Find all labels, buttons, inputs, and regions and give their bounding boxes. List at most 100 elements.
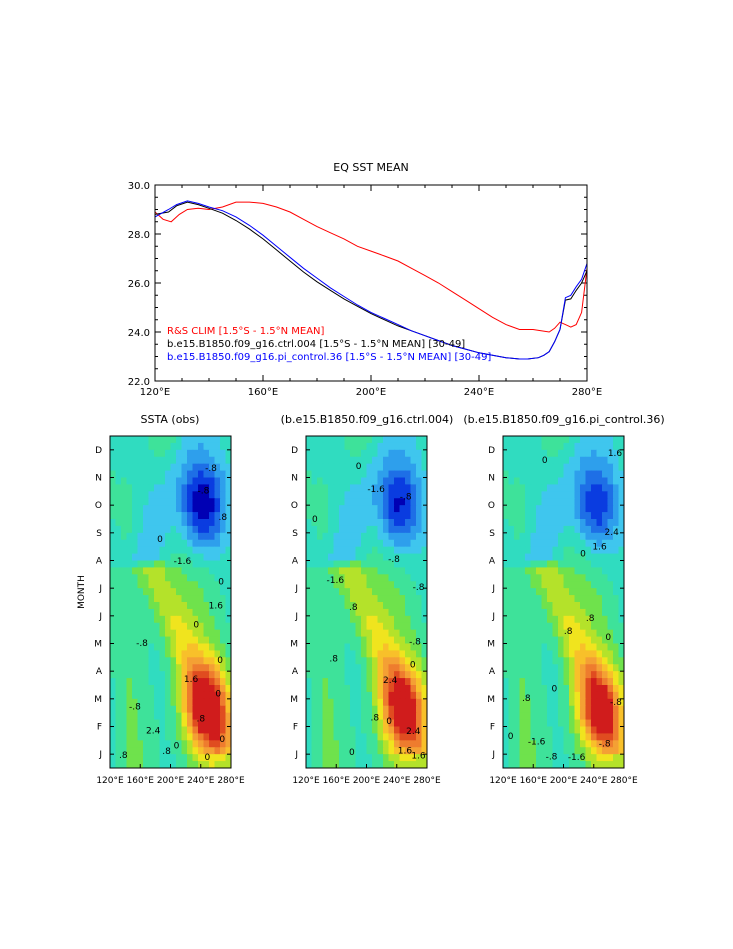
top-chart-frame: [154, 184, 588, 382]
contour-cell: [110, 685, 117, 693]
contour-cell: [530, 567, 537, 575]
contour-cell: [585, 705, 592, 714]
contour-cell: [110, 754, 117, 762]
contour-cell: [372, 685, 379, 693]
contour-cell: [110, 553, 117, 562]
contour-cell: [339, 442, 346, 451]
contour-cell: [558, 463, 565, 472]
contour-cell: [514, 546, 521, 555]
contour-cell: [602, 477, 609, 486]
contour-cell: [339, 588, 346, 596]
contour-cell: [514, 553, 521, 562]
contour-cell: [110, 657, 117, 665]
contour-cell: [209, 477, 216, 486]
contour-cell: [148, 512, 155, 520]
contour-cell: [519, 505, 526, 513]
contour-cell: [388, 705, 395, 714]
contour-cell: [220, 553, 227, 562]
contour-cell: [580, 436, 587, 444]
contour-cell: [591, 581, 598, 589]
contour-cell: [596, 643, 603, 652]
contour-cell: [121, 629, 128, 638]
contour-cell: [366, 567, 373, 575]
contour-cell: [585, 449, 592, 458]
contour-cell: [377, 456, 384, 465]
contour-cell: [508, 712, 515, 721]
contour-cell: [541, 643, 548, 652]
contour-cell: [198, 519, 205, 527]
contour-cell: [137, 553, 144, 562]
contour-cell: [137, 754, 144, 762]
contour-cell: [328, 539, 335, 548]
contour-cell: [580, 463, 587, 472]
contour-cell: [366, 636, 373, 645]
contour-cell: [503, 602, 510, 610]
contour-cell: [198, 449, 205, 458]
contour-cell: [165, 664, 172, 672]
top-x-tick-label: 240°E: [464, 387, 494, 398]
contour-cell: [372, 560, 379, 569]
contour-cell: [563, 546, 570, 555]
contour-cell: [350, 678, 357, 686]
contour-cell: [508, 505, 515, 513]
contour-cell: [383, 671, 390, 679]
contour-cell: [383, 442, 390, 451]
contour-cell: [410, 498, 417, 506]
contour-cell: [388, 519, 395, 527]
contour-cell: [421, 615, 427, 624]
contour-cell: [563, 532, 570, 541]
contour-cell: [181, 477, 188, 486]
contour-cell: [394, 719, 401, 728]
contour-cell: [618, 484, 624, 492]
contour-cell: [198, 671, 205, 679]
contour-label: 0: [215, 689, 221, 699]
contour-cell: [350, 574, 357, 582]
contour-cell: [416, 622, 423, 631]
contour-cell: [613, 691, 620, 700]
contour-cell: [159, 574, 166, 582]
contour-cell: [311, 574, 318, 582]
contour-cell: [170, 698, 177, 707]
contour-cell: [143, 442, 150, 451]
contour-cell: [508, 678, 515, 686]
contour-cell: [154, 671, 161, 679]
contour-cell: [317, 622, 324, 631]
contour-cell: [388, 657, 395, 665]
contour-cell: [132, 636, 139, 645]
contour-cell: [580, 726, 587, 735]
contour-cell: [154, 657, 161, 665]
contour-cell: [159, 449, 166, 458]
contour-cell: [613, 622, 620, 631]
contour-cell: [405, 498, 412, 506]
month-tick-label: S: [96, 529, 102, 539]
contour-cell: [159, 733, 166, 741]
contour-cell: [585, 463, 592, 472]
contour-cell: [596, 512, 603, 520]
contour-cell: [115, 539, 122, 548]
contour-cell: [154, 505, 161, 513]
contour-cell: [148, 643, 155, 652]
contour-cell: [530, 719, 537, 728]
contour-cell: [602, 512, 609, 520]
contour-cell: [132, 574, 139, 582]
contour-cell: [410, 698, 417, 707]
contour-cell: [530, 581, 537, 589]
contour-cell: [405, 705, 412, 714]
contour-cell: [333, 567, 340, 575]
contour-cell: [137, 664, 144, 672]
contour-cell: [361, 436, 368, 444]
contour-cell: [405, 719, 412, 728]
contour-cell: [148, 519, 155, 527]
contour-cell: [137, 519, 144, 527]
contour-cell: [421, 567, 427, 575]
contour-cell: [154, 553, 161, 562]
contour-cell: [394, 615, 401, 624]
contour-cell: [580, 643, 587, 652]
contour-cell: [361, 595, 368, 603]
contour-cell: [366, 650, 373, 658]
contour-cell: [350, 463, 357, 472]
contour-cell: [176, 498, 183, 506]
contour-cell: [181, 685, 188, 693]
contour-cell: [503, 685, 510, 693]
contour-cell: [541, 629, 548, 638]
